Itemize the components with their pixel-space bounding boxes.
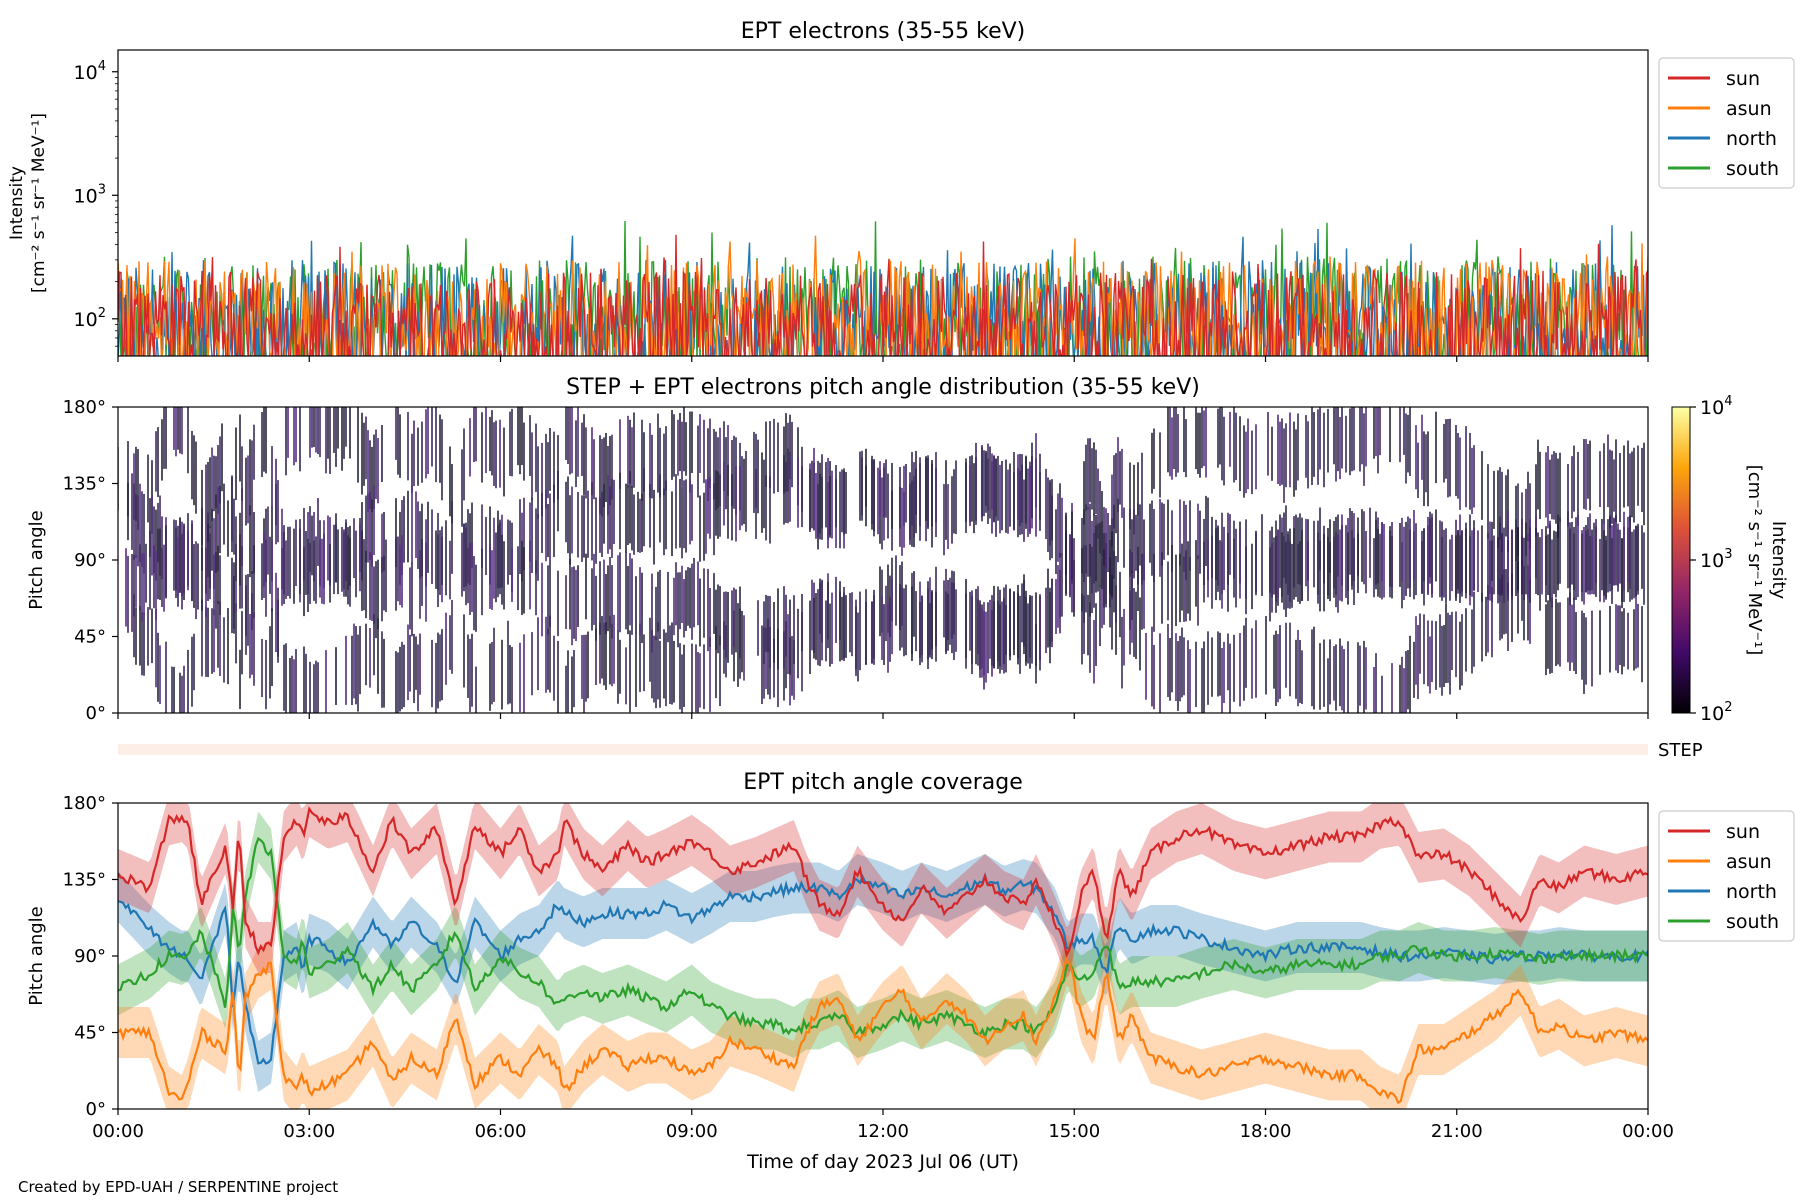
panel4-lines (118, 803, 1648, 1109)
svg-text:Intensity: Intensity (7, 166, 27, 240)
colorbar-tick-label: 103 (1700, 547, 1732, 572)
panel1-frame (117, 49, 1649, 357)
panel4-xticks: 00:00 03:00 06:00 09:00 12:00 15:00 18:00 21:00… (92, 1109, 1674, 1142)
legend-box (1658, 810, 1795, 942)
colorbar-label: Intensity [cm⁻² s⁻¹ sr⁻¹ MeV⁻¹] (1744, 465, 1789, 656)
y-tick-label: 45° (74, 627, 106, 648)
x-tick-label: 09:00 (666, 1121, 718, 1142)
series-asun-line (118, 235, 1648, 356)
band-north (118, 854, 1648, 1092)
panel4-title: EPT pitch angle coverage (743, 770, 1023, 795)
legend-label-north: north (1726, 881, 1777, 903)
colorbar (1671, 406, 1691, 714)
footer-credit: Created by EPD-UAH / SERPENTINE project (18, 1178, 338, 1196)
step-label: STEP (1658, 740, 1703, 761)
y-tick-label: 135° (63, 474, 106, 495)
panel2-xticks (117, 713, 1649, 719)
legend-label-north: north (1726, 128, 1777, 150)
svg-text:[cm⁻² s⁻¹ sr⁻¹ MeV⁻¹]: [cm⁻² s⁻¹ sr⁻¹ MeV⁻¹] (1744, 465, 1765, 656)
y-tick-label: 102 (74, 306, 106, 331)
series-north-line (118, 872, 1648, 1065)
y-tick-label: 0° (86, 703, 106, 724)
y-tick-label: 180° (63, 793, 106, 814)
series-south-line (118, 836, 1648, 1041)
x-tick-label: 18:00 (1240, 1121, 1292, 1142)
panel2-heatmap (118, 407, 1645, 713)
panel2-frame (117, 406, 1649, 714)
band-asun (118, 934, 1648, 1109)
panel1-title: EPT electrons (35-55 keV) (741, 19, 1026, 44)
panel1-lines (118, 220, 1648, 356)
series-sun-line (118, 806, 1648, 958)
legend-label-asun: asun (1726, 851, 1772, 873)
band-sun (118, 803, 1648, 979)
y-tick-label: 135° (63, 870, 106, 891)
y-tick-label: 104 (74, 59, 106, 84)
legend-label-sun: sun (1726, 821, 1760, 843)
series-sun-line (118, 234, 1648, 356)
colorbar-ticks: 102 103 104 (1690, 394, 1732, 725)
panel2-ylabel: Pitch angle (26, 510, 47, 609)
panel1-legend: sun asun north south (1658, 57, 1795, 189)
legend-label-south: south (1726, 911, 1779, 933)
y-tick-label: 0° (86, 1099, 106, 1120)
panel1-ylabel: Intensity [cm⁻² s⁻¹ sr⁻¹ MeV⁻¹] (7, 113, 49, 293)
panel1-yticks: 102 103 104 (74, 59, 118, 347)
legend-label-sun: sun (1726, 68, 1760, 90)
legend-box (1658, 57, 1795, 189)
x-axis-label: Time of day 2023 Jul 06 (UT) (746, 1151, 1019, 1173)
y-tick-label: 90° (74, 946, 106, 967)
x-tick-label: 15:00 (1048, 1121, 1100, 1142)
x-tick-label: 00:00 (1622, 1121, 1674, 1142)
panel1-xticks (117, 356, 1649, 362)
y-tick-label: 180° (63, 397, 106, 418)
series-asun-line (118, 956, 1648, 1105)
x-tick-label: 21:00 (1431, 1121, 1483, 1142)
x-tick-label: 12:00 (857, 1121, 909, 1142)
svg-text:Intensity: Intensity (1768, 521, 1789, 600)
panel2-title: STEP + EPT electrons pitch angle distrib… (566, 375, 1200, 400)
legend-label-asun: asun (1726, 98, 1772, 120)
colorbar-tick-label: 104 (1700, 394, 1732, 419)
x-tick-label: 03:00 (283, 1121, 335, 1142)
step-band (118, 744, 1648, 755)
y-tick-label: 90° (74, 550, 106, 571)
panel2-yticks: 0° 45° 90° 135° 180° (63, 397, 118, 724)
y-tick-label: 103 (74, 182, 106, 207)
panel4-yticks: 0° 45° 90° 135° 180° (63, 793, 118, 1120)
band-south (118, 811, 1648, 1058)
x-tick-label: 00:00 (92, 1121, 144, 1142)
legend-label-south: south (1726, 158, 1779, 180)
svg-text:[cm⁻² s⁻¹ sr⁻¹ MeV⁻¹]: [cm⁻² s⁻¹ sr⁻¹ MeV⁻¹] (29, 113, 49, 293)
colorbar-tick-label: 102 (1700, 700, 1732, 725)
x-tick-label: 06:00 (475, 1121, 527, 1142)
y-tick-label: 45° (74, 1023, 106, 1044)
panel4-frame (117, 802, 1649, 1110)
panel4-ylabel: Pitch angle (26, 906, 47, 1005)
panel4-legend: sun asun north south (1658, 810, 1795, 942)
